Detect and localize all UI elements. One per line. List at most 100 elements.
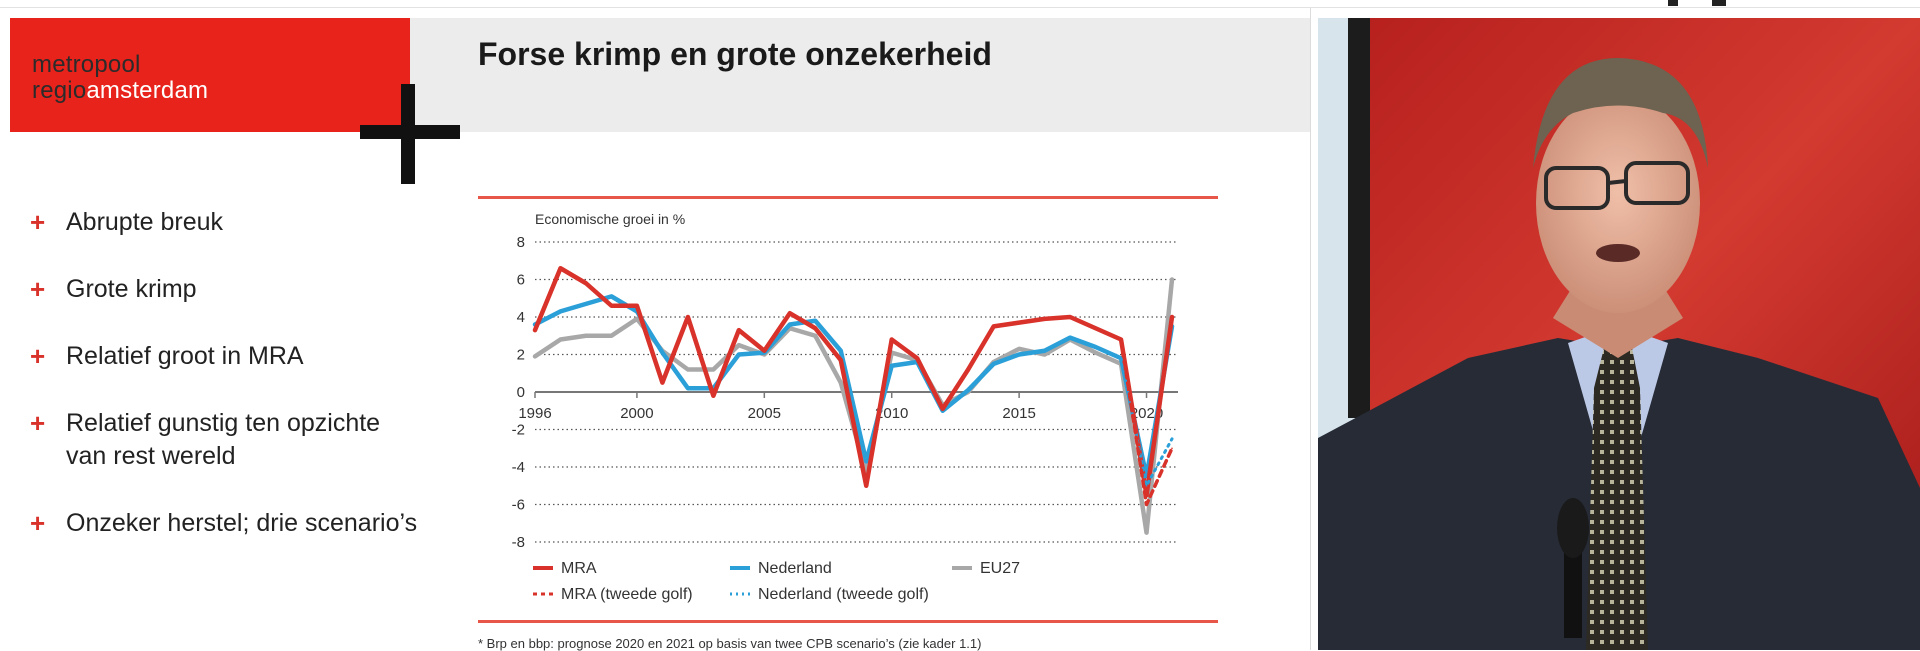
data-point (814, 327, 817, 330)
bullet-text: Onzeker herstel; drie scenario’s (66, 509, 418, 537)
data-point (1094, 351, 1097, 354)
data-point (585, 282, 587, 285)
data-point (661, 351, 664, 354)
data-point (839, 381, 842, 384)
bullet-text: Relatief groot in MRA (66, 342, 304, 370)
y-tick-label: -2 (512, 422, 525, 439)
data-point (1171, 278, 1173, 281)
data-point (941, 408, 944, 410)
chart-top-rule (478, 196, 1218, 199)
data-point (1043, 318, 1046, 320)
logo: metropool regioamsterdam (10, 18, 410, 132)
top-marker (1668, 0, 1678, 6)
bullet-text: Relatief gunstig ten opzichte van rest w… (66, 409, 381, 470)
data-point (1043, 349, 1046, 352)
presenter-image (1318, 18, 1920, 650)
logo-text-regioamsterdam: regioamsterdam (32, 77, 208, 105)
data-point (1171, 447, 1173, 450)
legend-label: MRA (561, 560, 597, 577)
y-tick-label: 6 (517, 272, 525, 289)
data-point (585, 303, 587, 305)
legend-label: MRA (tweede golf) (561, 586, 693, 603)
top-marker (1712, 0, 1726, 6)
y-tick-label: 4 (517, 309, 525, 326)
data-point (610, 304, 613, 307)
data-point (610, 295, 613, 298)
data-point (738, 329, 740, 331)
data-point (1069, 336, 1071, 339)
data-point (687, 368, 689, 371)
x-tick-label: 2015 (1002, 405, 1035, 422)
plus-icon: + (30, 207, 46, 237)
logo-text-regio: regio (32, 77, 87, 104)
x-tick-label: 2005 (748, 405, 781, 422)
growth-line-chart: Economische groei in % 8 6 4 2 0 -2 -4 -6 -8 1996 2… (512, 211, 1178, 603)
bullet-text: Abrupte breuk (66, 208, 224, 236)
data-point (865, 484, 868, 487)
data-point (687, 387, 689, 390)
y-tick-label: 8 (517, 234, 525, 251)
x-tick-label: 2000 (620, 405, 653, 422)
plus-icon: + (30, 274, 46, 304)
logo-text-amsterdam: amsterdam (86, 77, 209, 104)
presentation-slide: metropool regioamsterdam Forse krimp en … (0, 8, 1310, 650)
y-tick-label: 2 (517, 347, 525, 364)
data-point (636, 304, 638, 307)
presenter-video-feed (1318, 18, 1920, 650)
data-point (814, 334, 817, 337)
logo-text-metropool: metropool (32, 51, 141, 78)
bullet-text: Grote krimp (66, 275, 197, 303)
chart-bottom-rule (478, 620, 1218, 623)
data-point (712, 368, 715, 371)
data-point (1043, 353, 1046, 356)
data-point (636, 318, 638, 320)
x-tick-label: 1996 (518, 405, 551, 422)
data-point (763, 349, 766, 352)
data-point (992, 325, 995, 328)
data-point (559, 338, 562, 341)
data-point (1094, 327, 1097, 330)
data-point (890, 338, 893, 341)
data-point (661, 381, 664, 384)
legend-label: Nederland (tweede golf) (758, 586, 929, 603)
data-point (1145, 503, 1148, 506)
panel-divider (1310, 8, 1319, 650)
data-point (865, 460, 868, 463)
plus-icon: + (30, 508, 46, 538)
data-point (1018, 353, 1020, 356)
data-point (1120, 338, 1122, 341)
data-point (738, 353, 740, 356)
y-tick-label: -4 (512, 459, 525, 476)
data-point (687, 316, 689, 318)
data-point (839, 359, 842, 361)
data-point (1120, 357, 1122, 360)
data-point (559, 310, 562, 313)
data-point (610, 334, 613, 337)
data-point (916, 357, 918, 360)
y-tick-label: 0 (517, 384, 525, 401)
x-tick-label: 2010 (875, 405, 908, 422)
chart-footnote: * Brp en bbp: prognose 2020 en 2021 op b… (478, 636, 982, 651)
data-point (1069, 316, 1071, 318)
legend-label: Nederland (758, 560, 832, 577)
y-tick-label: -6 (512, 497, 525, 514)
data-point (1094, 346, 1097, 348)
data-point (1018, 321, 1020, 324)
data-point (534, 355, 536, 358)
data-point (534, 329, 536, 331)
data-point (1145, 484, 1148, 487)
plus-icon: + (30, 408, 46, 438)
data-point (585, 334, 587, 337)
slide-title: Forse krimp en grote onzekerheid (478, 36, 992, 72)
data-point (839, 349, 842, 352)
data-point (992, 363, 995, 365)
data-point (1171, 438, 1173, 440)
data-point (890, 364, 893, 367)
data-point (967, 389, 969, 391)
plus-logo-mark (360, 125, 460, 139)
data-point (712, 394, 715, 397)
data-point (1171, 316, 1173, 318)
data-point (789, 312, 791, 315)
data-point (1145, 531, 1148, 534)
data-point (967, 368, 969, 371)
